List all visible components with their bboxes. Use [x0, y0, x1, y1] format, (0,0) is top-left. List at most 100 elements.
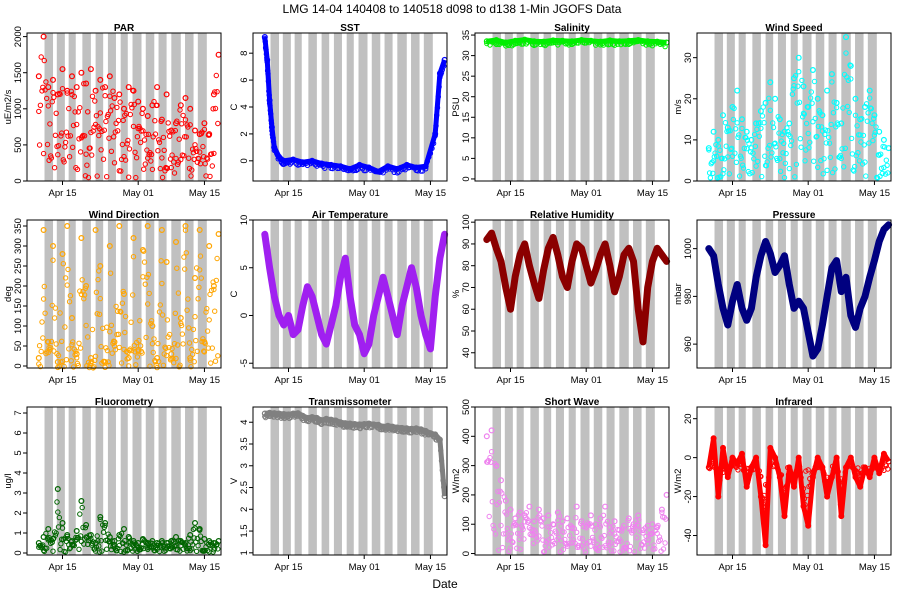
data-point-cloud	[769, 150, 775, 156]
panel-air-temperature: Air Temperature -5 0 5 10 C Apr 15 May 01 May 15	[229, 210, 449, 386]
data-point-cloud	[719, 155, 725, 161]
data-point-cloud	[868, 105, 874, 112]
data-point-cloud	[140, 128, 146, 134]
data-point-cloud	[67, 133, 74, 139]
shade-band	[185, 407, 194, 555]
data-point-cloud	[79, 133, 85, 140]
data-point-cloud	[858, 139, 864, 145]
data-point-cloud	[82, 525, 89, 531]
data-point	[64, 223, 71, 230]
data-point-cloud	[825, 128, 831, 134]
x-tick-label: May 15	[859, 375, 890, 386]
data-point	[654, 524, 661, 531]
data-point	[173, 239, 180, 246]
y-axis-label: mbar	[673, 283, 684, 305]
data-point-cloud	[195, 543, 201, 549]
data-point	[54, 359, 61, 366]
data-point	[173, 533, 180, 540]
x-tick-label: May 15	[859, 188, 890, 199]
data-point-cloud	[130, 254, 137, 260]
data-point	[35, 355, 42, 362]
y-tick-label: 0	[13, 363, 24, 368]
shade-band	[132, 407, 142, 555]
data-point-cloud	[56, 514, 62, 521]
y-tick-label: 250	[13, 258, 24, 274]
x-tick-label: Apr 15	[718, 562, 746, 573]
data-point-cloud	[180, 341, 186, 347]
data-point	[163, 259, 170, 266]
data-point-cloud	[43, 79, 49, 85]
shade-band	[44, 220, 54, 368]
data-point-cloud	[510, 539, 516, 545]
data-point-cloud	[48, 155, 55, 161]
data-point	[177, 102, 184, 109]
data-point-cloud	[870, 137, 876, 144]
x-tick-label: May 01	[571, 375, 602, 386]
y-tick-label: 3	[239, 463, 250, 468]
data-point-cloud	[89, 152, 95, 158]
data-point-cloud	[167, 331, 173, 338]
data-point-cloud	[213, 277, 220, 284]
shade-band	[371, 407, 381, 555]
data-point-cloud	[141, 259, 148, 265]
data-point-cloud	[133, 362, 139, 368]
data-point-cloud	[66, 299, 73, 305]
data-point-cloud	[148, 158, 154, 164]
data-point-cloud	[48, 338, 55, 345]
shade-band	[282, 33, 291, 181]
data-point-cloud	[124, 141, 130, 147]
data-point-cloud	[631, 549, 637, 555]
data-point-cloud	[662, 540, 668, 546]
data-point-cloud	[193, 148, 200, 155]
data-point-cloud	[181, 153, 187, 159]
data-point-cloud	[65, 535, 71, 542]
y-tick-label: 10	[239, 215, 250, 226]
data-point-cloud	[496, 499, 503, 506]
shade-band	[371, 33, 381, 181]
data-point	[842, 34, 849, 41]
data-point-cloud	[883, 157, 889, 163]
data-point-cloud	[208, 287, 215, 294]
data-point-cloud	[107, 329, 113, 335]
data-point	[540, 515, 547, 522]
panel-title: Air Temperature	[312, 210, 389, 221]
data-point-cloud	[509, 538, 515, 545]
data-point-cloud	[159, 155, 165, 161]
data-point-cloud	[751, 131, 758, 138]
data-point	[139, 105, 146, 112]
data-point	[828, 71, 835, 78]
data-point-cloud	[735, 134, 741, 141]
data-point-cloud	[125, 547, 131, 553]
data-point-cloud	[114, 104, 120, 111]
plot-frame	[474, 219, 670, 369]
data-point	[158, 227, 165, 234]
shade-band	[738, 407, 746, 555]
data-point-cloud	[820, 171, 826, 177]
data-point	[658, 506, 665, 513]
data-point-cloud	[729, 145, 735, 152]
data-point-cloud	[37, 102, 44, 109]
y-tick-label: 400	[461, 428, 472, 444]
data-point	[187, 105, 194, 112]
shade-band	[543, 33, 552, 181]
data-point-cloud	[96, 132, 102, 139]
data-point	[663, 491, 670, 498]
data-point	[196, 227, 203, 234]
data-point	[35, 539, 42, 546]
data-point-cloud	[847, 62, 853, 68]
data-point-cloud	[863, 173, 869, 179]
data-point-cloud	[728, 146, 734, 153]
data-point-cloud	[152, 131, 159, 137]
shade-band	[619, 220, 629, 368]
y-tick-label: 100	[461, 516, 472, 532]
x-tick-label: May 15	[189, 562, 220, 573]
y-tick-label: 1.5	[239, 524, 250, 537]
panel-title: Transmissometer	[309, 397, 392, 408]
data-point	[120, 291, 127, 298]
data-point-cloud	[59, 86, 66, 92]
data-point	[833, 99, 840, 106]
y-tick-label: 35	[461, 30, 472, 41]
data-point-cloud	[529, 532, 535, 538]
y-tick-label: 0	[461, 176, 472, 181]
data-point	[210, 283, 217, 290]
